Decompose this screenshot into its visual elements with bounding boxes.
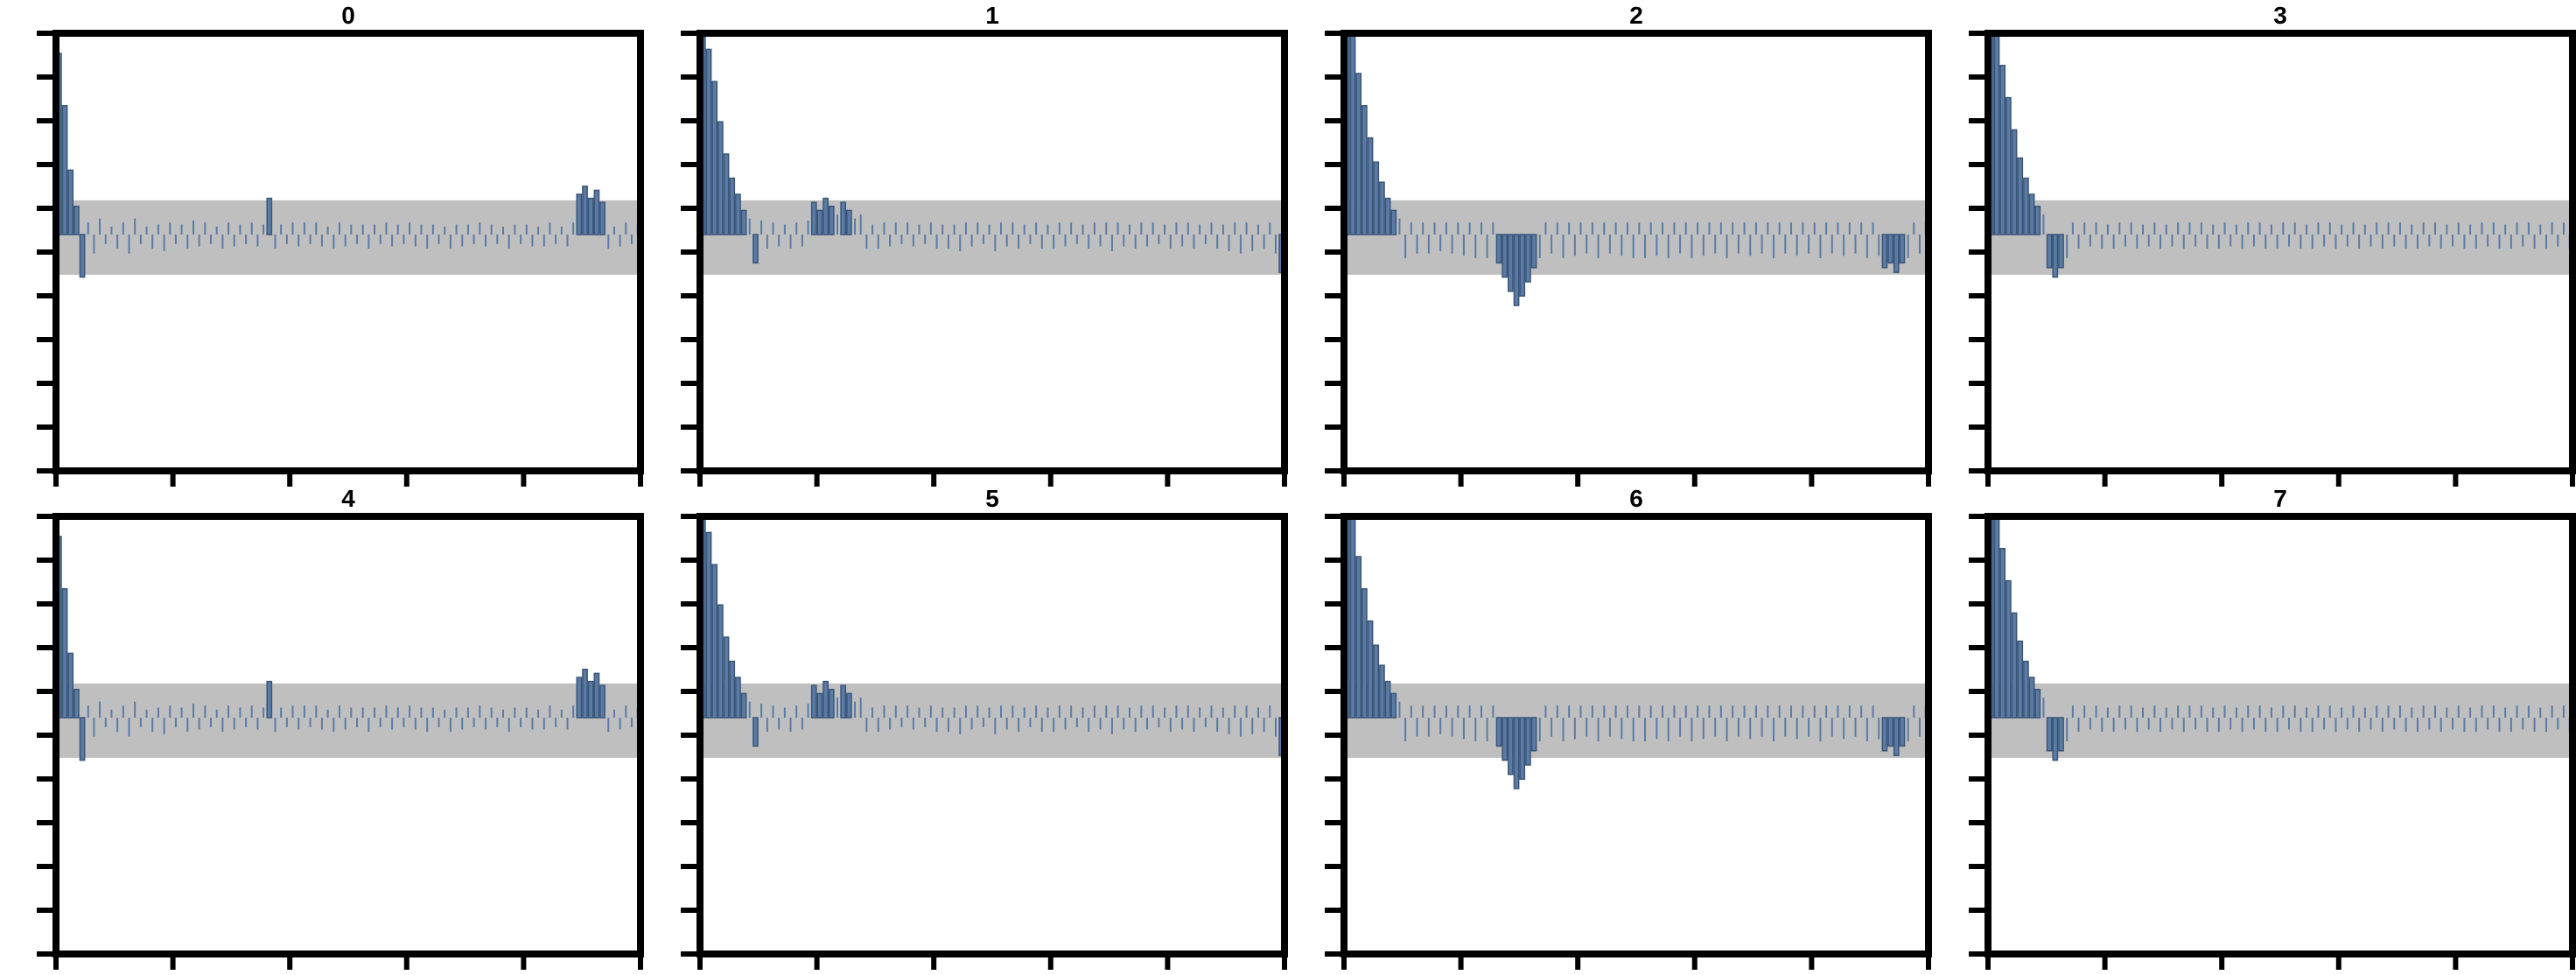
panel-svg [1318,26,1936,492]
panel-svg [674,509,1292,975]
panel-3: 3 [1936,4,2576,487]
panel-0: 0 [4,4,648,487]
panel-svg [30,509,648,975]
plot-area [1344,516,1928,954]
panel-svg [674,26,1292,492]
plot-area [56,516,640,954]
plot-area [1988,33,2572,471]
panel-2: 2 [1292,4,1936,487]
panel-7: 7 [1936,487,2576,970]
panel-svg [1318,509,1936,975]
plot-area [700,33,1284,471]
panel-5: 5 [648,487,1292,970]
panel-svg [30,26,648,492]
panel-1: 1 [648,4,1292,487]
panel-4: 4 [4,487,648,970]
panel-grid: 01234567 [0,0,2576,966]
plot-area [56,33,640,471]
plot-area [1344,33,1928,471]
panel-6: 6 [1292,487,1936,970]
panel-svg [1962,509,2576,975]
plot-area [700,516,1284,954]
plot-area [1988,516,2572,954]
panel-svg [1962,26,2576,492]
